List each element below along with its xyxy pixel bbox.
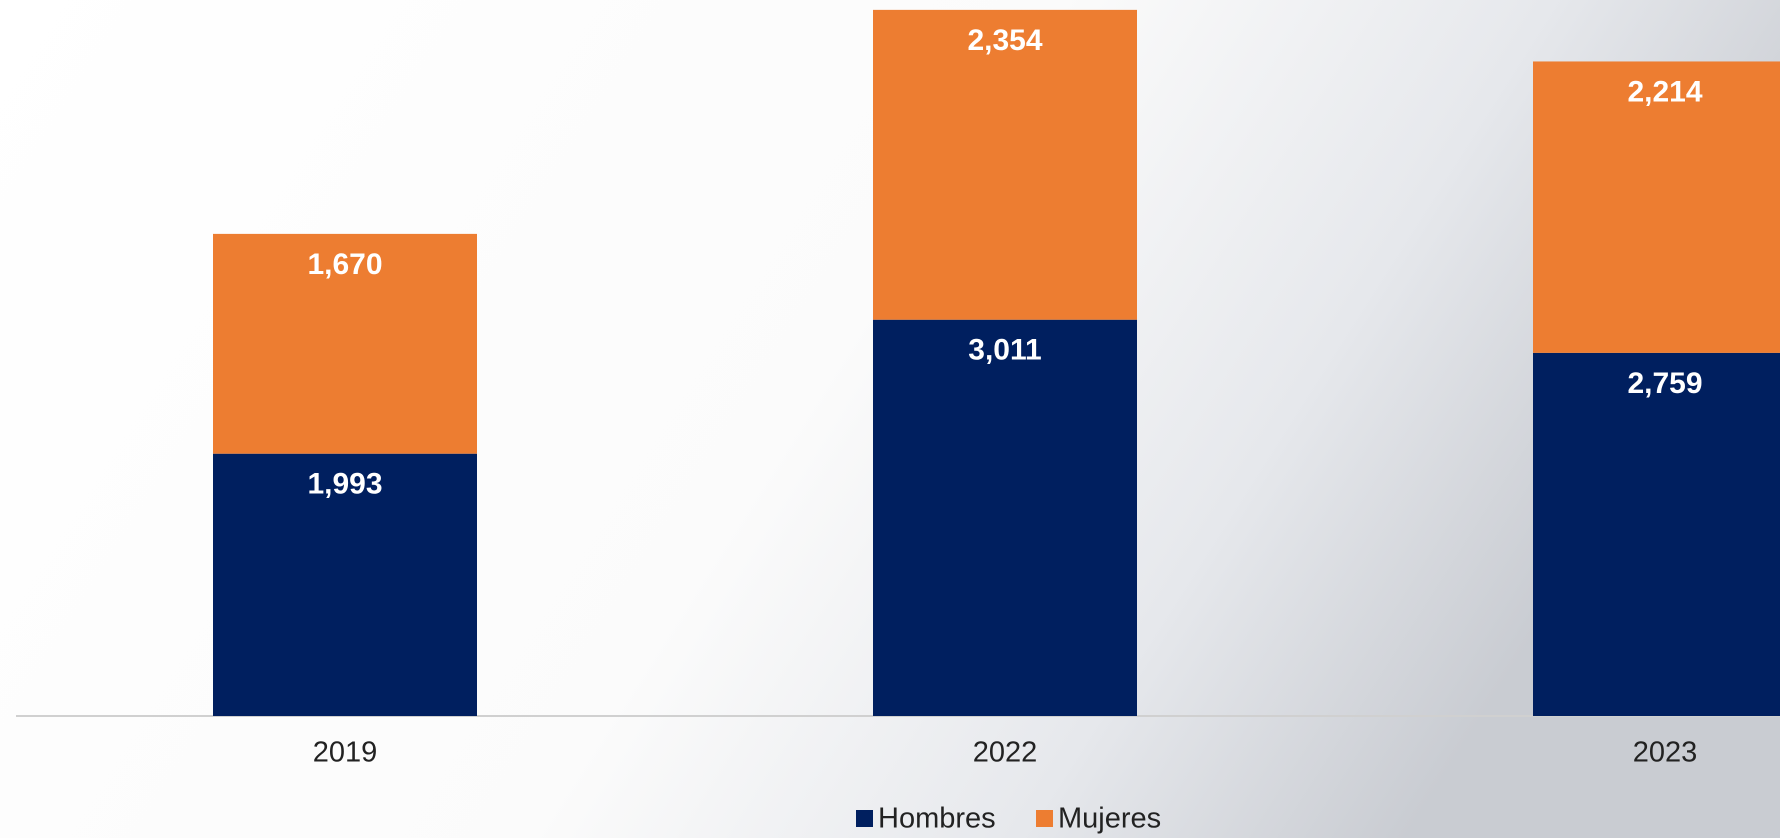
x-tick-label: 2019 [313,737,378,769]
bar-segment [873,9,1137,320]
x-tick-label: 2022 [973,737,1038,769]
data-label: 2,759 [1627,367,1702,400]
legend-swatch [1036,810,1053,827]
data-label: 1,670 [307,248,382,281]
bar-segment [873,319,1137,716]
data-label: 3,011 [968,334,1041,367]
legend-label: Mujeres [1058,803,1161,835]
data-label: 1,993 [307,468,382,501]
data-label: 2,214 [1627,75,1702,108]
bar-segment [213,453,477,716]
data-label: 2,354 [967,24,1042,57]
bar-segment [1533,61,1780,353]
bar-segment [1533,352,1780,716]
bar-segment [213,233,477,454]
legend-label: Hombres [878,803,996,835]
legend-swatch [856,810,873,827]
x-tick-label: 2023 [1633,737,1698,769]
